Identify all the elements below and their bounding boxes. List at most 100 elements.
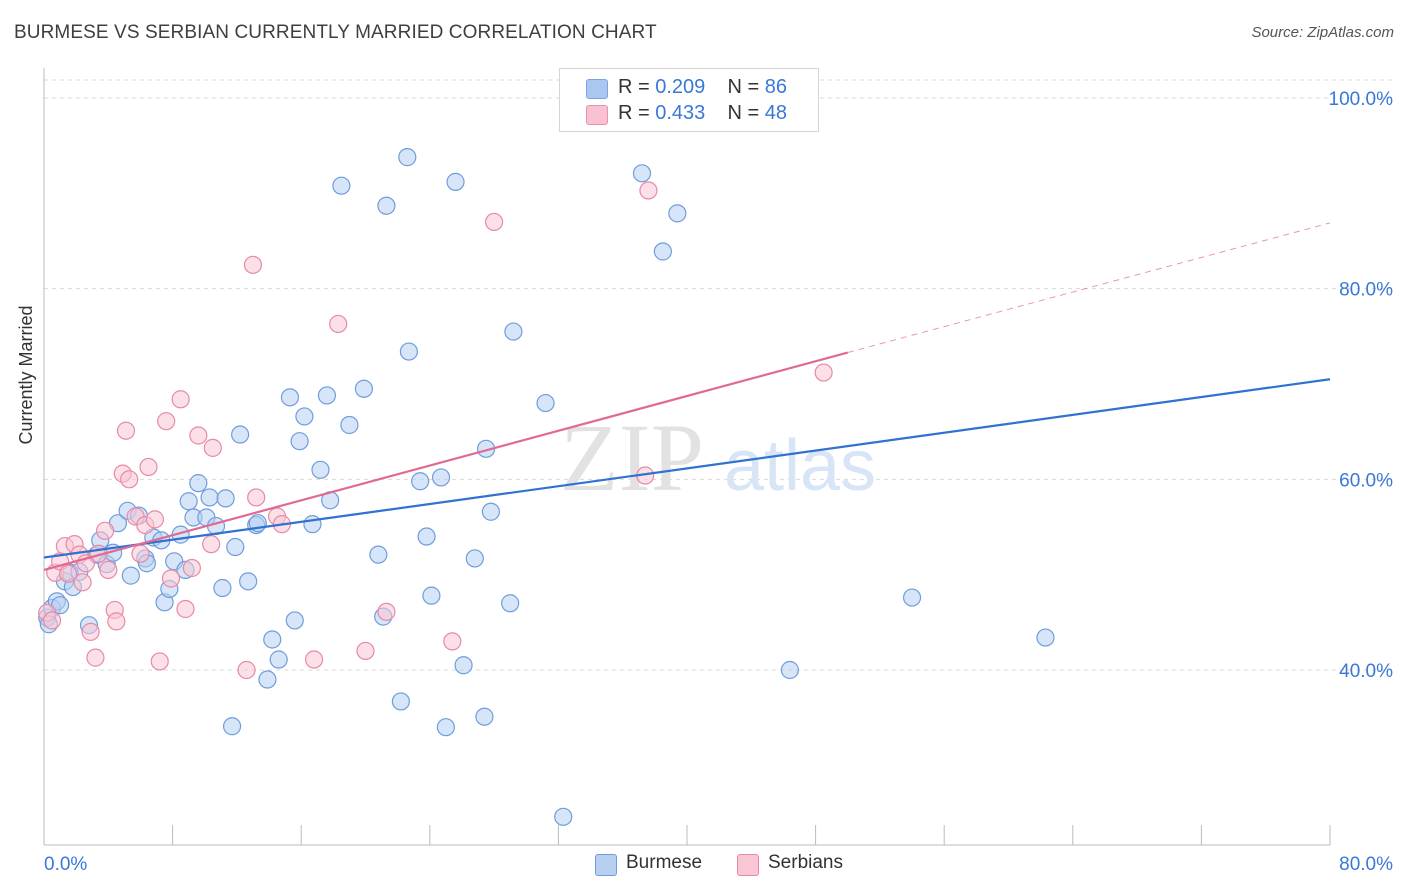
data-point-burmese xyxy=(475,707,494,726)
legend-r-label: R = xyxy=(618,76,650,98)
data-point-burmese xyxy=(200,488,219,507)
data-point-serbians xyxy=(189,426,208,445)
trend-line-serbians-extension xyxy=(847,222,1331,354)
bottom-legend-swatch-serbians xyxy=(737,854,759,876)
y-tick-label: 100.0% xyxy=(1329,89,1394,110)
x-tick-label: 0.0% xyxy=(44,854,87,875)
data-point-serbians xyxy=(243,255,263,274)
bottom-legend-label-serbians: Serbians xyxy=(768,852,843,873)
data-point-serbians xyxy=(73,573,92,592)
data-point-burmese xyxy=(285,611,304,630)
data-point-burmese xyxy=(121,566,140,585)
data-point-burmese xyxy=(222,717,242,736)
data-point-burmese xyxy=(431,468,451,487)
data-point-burmese xyxy=(226,537,245,557)
y-axis-label: Currently Married xyxy=(16,305,36,445)
data-point-serbians xyxy=(356,641,375,661)
data-point-burmese xyxy=(536,393,555,413)
data-point-serbians xyxy=(176,599,195,619)
legend-r-label: R = xyxy=(618,102,650,124)
data-point-burmese xyxy=(290,432,309,451)
data-point-serbians xyxy=(202,535,221,554)
tick-labels: 40.0% 60.0% 80.0% 100.0% 0.0% 80.0% xyxy=(44,89,1393,875)
legend-n-value: 48 xyxy=(764,102,788,124)
data-point-burmese xyxy=(454,656,473,675)
legend-n-label: N = xyxy=(727,76,760,98)
data-point-burmese xyxy=(179,492,198,511)
data-point-burmese xyxy=(465,549,484,568)
data-point-burmese xyxy=(668,204,687,223)
data-point-burmese xyxy=(213,578,232,598)
data-point-serbians xyxy=(107,612,126,631)
legend-swatch-serbians xyxy=(586,105,608,125)
y-tick-label: 80.0% xyxy=(1339,280,1393,301)
trend-lines xyxy=(43,222,1331,571)
data-point-burmese xyxy=(295,407,314,426)
data-point-burmese xyxy=(780,660,799,680)
data-point-serbians xyxy=(150,652,169,671)
data-point-serbians xyxy=(145,510,165,529)
data-point-serbians xyxy=(161,569,181,588)
data-point-serbians xyxy=(814,363,833,382)
source-label: Source: ZipAtlas.com xyxy=(1251,24,1394,41)
data-point-serbians xyxy=(182,558,201,578)
data-point-serbians xyxy=(139,457,158,477)
data-point-burmese xyxy=(189,474,208,493)
data-point-serbians xyxy=(157,412,176,431)
data-point-burmese xyxy=(263,630,282,649)
data-point-burmese xyxy=(332,176,351,195)
data-point-burmese xyxy=(902,588,922,607)
watermark: ZIP atlas xyxy=(560,404,876,511)
data-point-burmese xyxy=(398,148,417,167)
legend-swatch-burmese xyxy=(586,79,608,99)
data-point-burmese xyxy=(399,342,419,361)
data-point-burmese xyxy=(258,670,277,689)
data-point-burmese xyxy=(1036,628,1055,647)
trend-line-burmese xyxy=(43,378,1331,559)
data-point-serbians xyxy=(171,390,190,409)
axes xyxy=(43,68,1331,846)
series-serbians xyxy=(38,181,833,680)
data-point-burmese xyxy=(317,386,337,405)
data-point-burmese xyxy=(391,692,410,711)
data-point-serbians xyxy=(203,438,222,457)
data-point-serbians xyxy=(639,181,658,200)
data-point-burmese xyxy=(417,527,436,546)
watermark-zip: ZIP xyxy=(560,404,704,511)
data-point-serbians xyxy=(237,660,256,680)
y-tick-label: 40.0% xyxy=(1339,661,1393,682)
data-point-burmese xyxy=(411,472,430,491)
watermark-atlas: atlas xyxy=(724,426,876,506)
data-point-burmese xyxy=(311,460,330,479)
data-point-serbians xyxy=(131,544,150,563)
chart-title: BURMESE VS SERBIAN CURRENTLY MARRIED COR… xyxy=(14,22,657,43)
data-point-serbians xyxy=(99,560,118,580)
data-point-burmese xyxy=(501,594,520,613)
data-point-serbians xyxy=(81,622,100,641)
data-point-burmese xyxy=(216,489,235,508)
legend-r-value: 0.209 xyxy=(655,76,706,98)
legend-n-label: N = xyxy=(727,102,760,124)
data-point-burmese xyxy=(554,807,573,826)
legend-n-value: 86 xyxy=(764,76,788,98)
data-point-serbians xyxy=(59,564,78,583)
bottom-legend-swatch-burmese xyxy=(595,854,617,876)
data-point-burmese xyxy=(369,545,388,564)
x-tick-label: 80.0% xyxy=(1339,854,1393,875)
y-tick-label: 60.0% xyxy=(1339,470,1393,491)
data-point-serbians xyxy=(116,421,136,440)
bottom-legend-label-burmese: Burmese xyxy=(626,852,703,873)
data-point-burmese xyxy=(504,322,523,341)
data-point-burmese xyxy=(481,502,500,521)
data-point-burmese xyxy=(231,425,250,444)
data-point-serbians xyxy=(95,521,115,540)
data-point-burmese xyxy=(303,515,322,534)
legend-r-value: 0.433 xyxy=(655,102,706,124)
trend-line-serbians xyxy=(43,351,849,571)
data-point-burmese xyxy=(653,242,672,261)
data-point-burmese xyxy=(280,388,300,407)
data-point-burmese xyxy=(436,718,455,737)
data-point-serbians xyxy=(329,314,348,334)
data-point-burmese xyxy=(269,650,288,669)
